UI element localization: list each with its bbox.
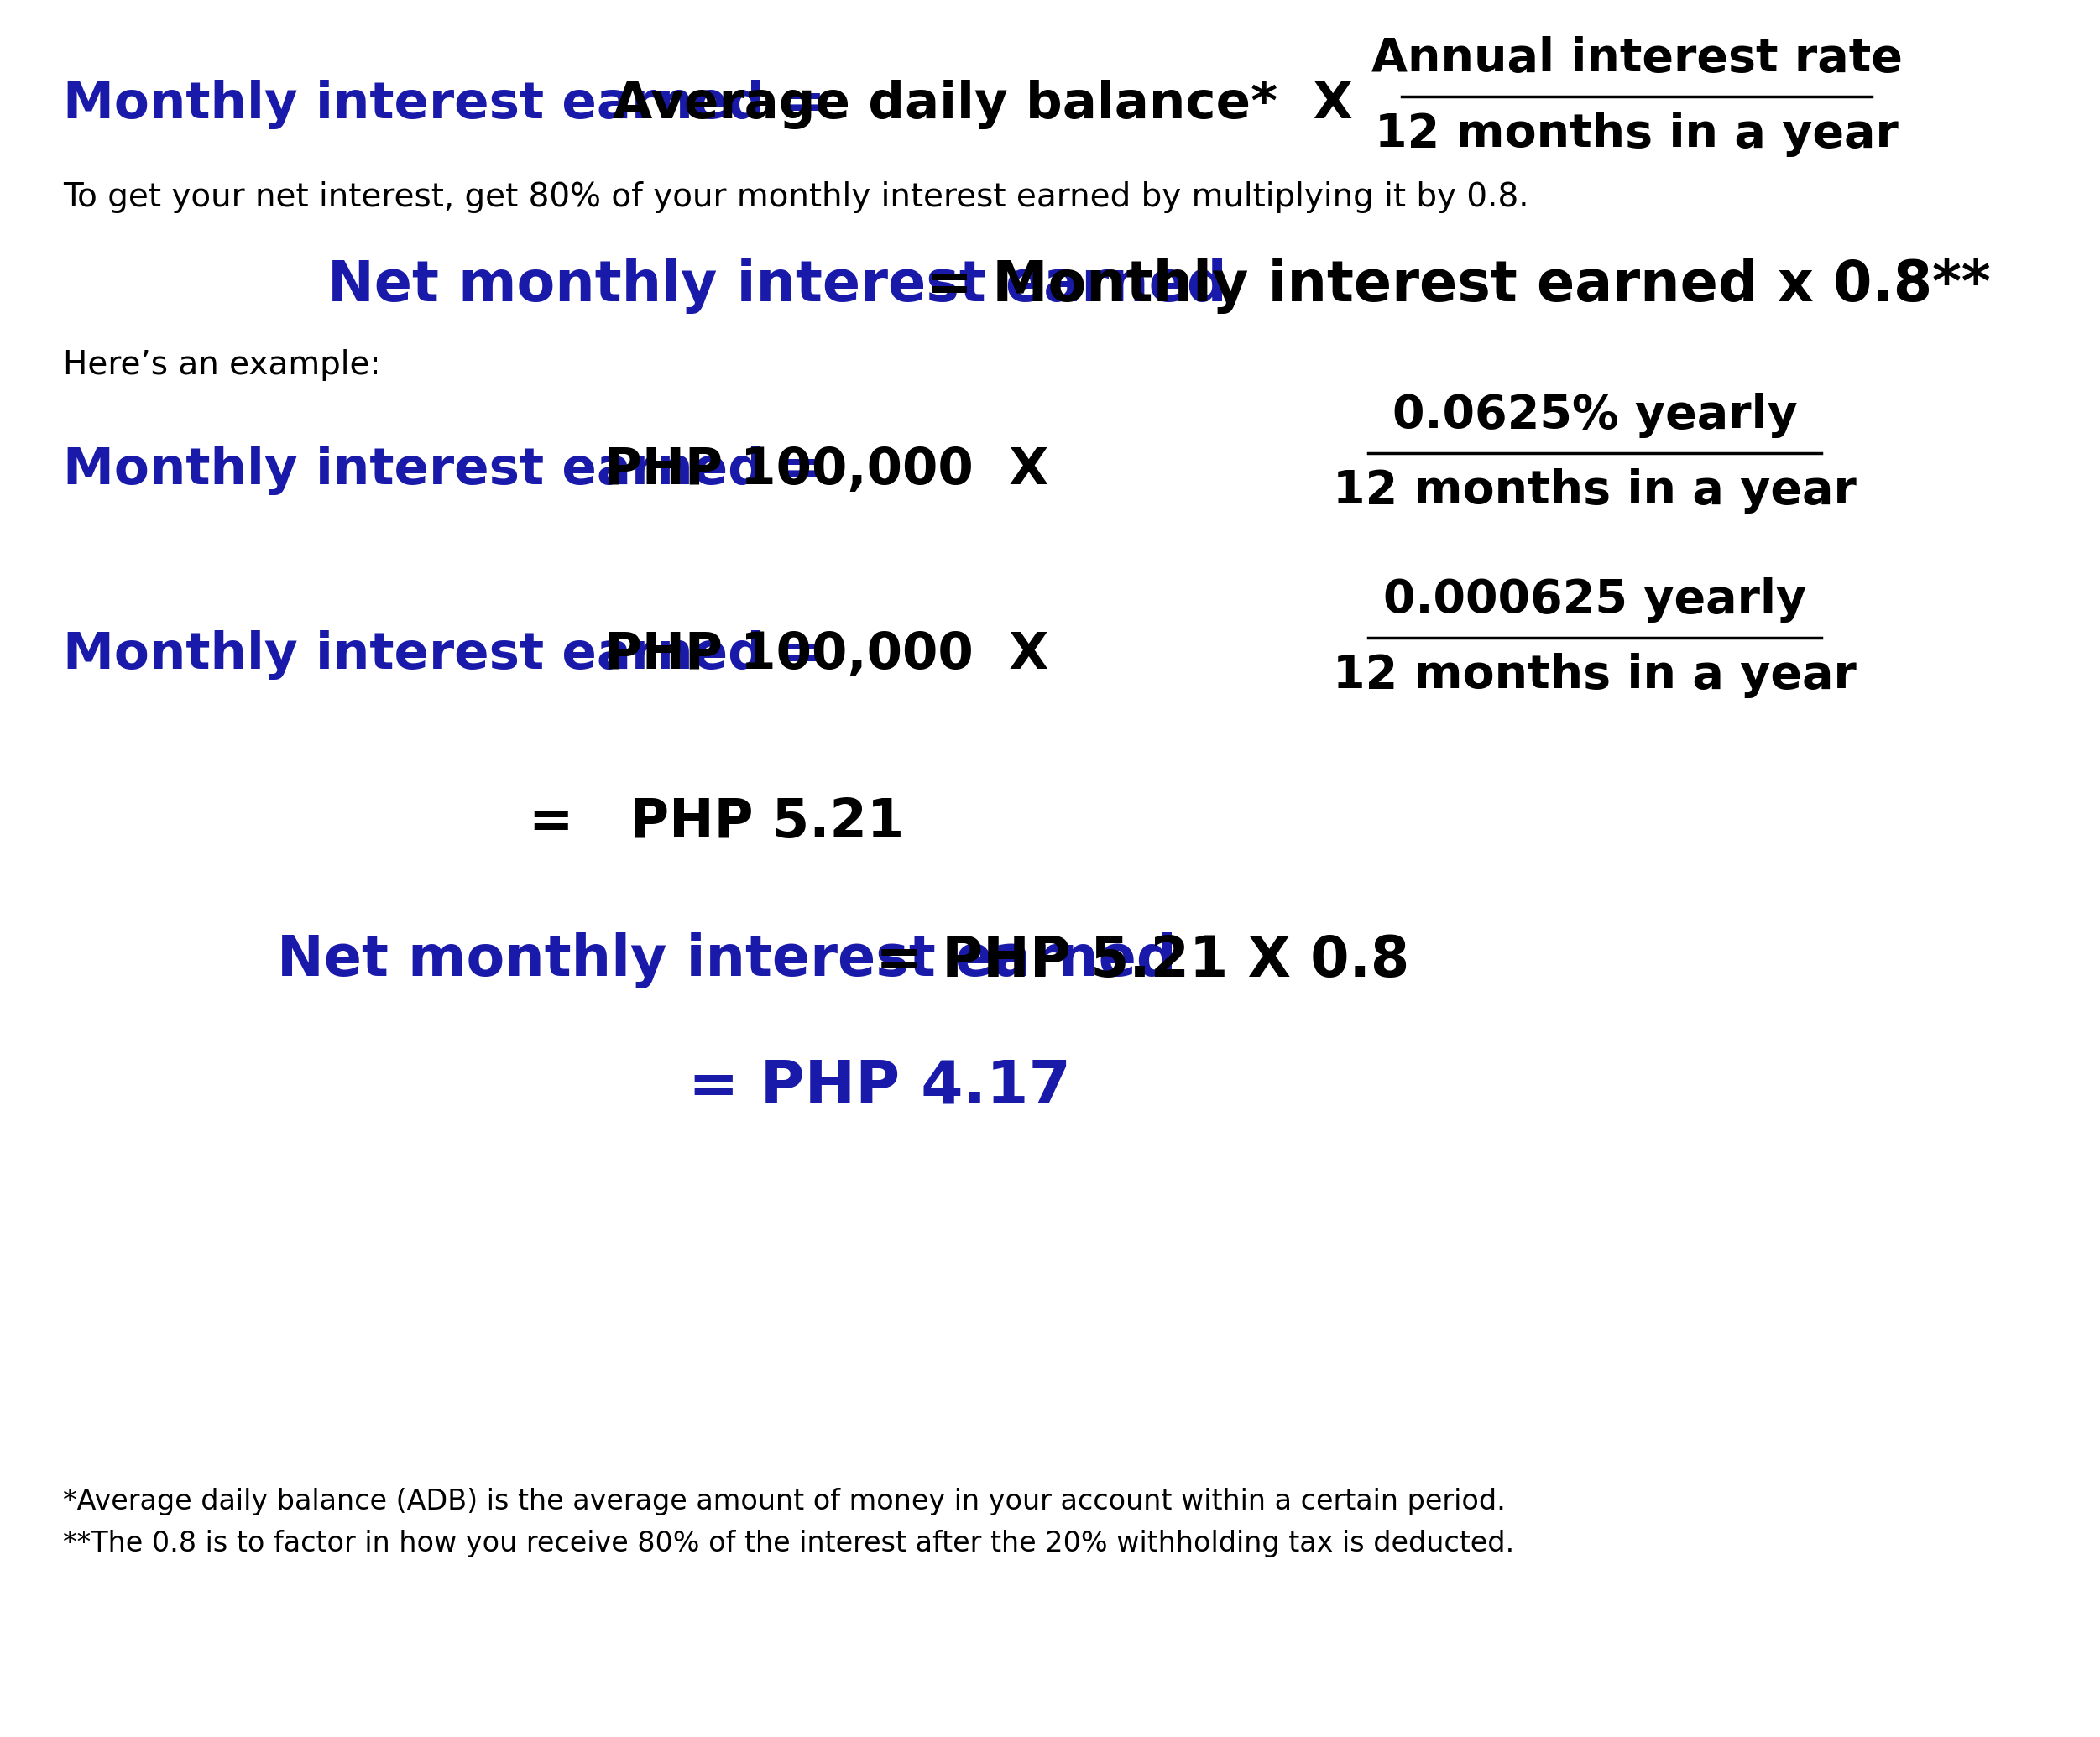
Text: PHP 100,000  X: PHP 100,000 X [605, 631, 1048, 679]
Text: Net monthly interest earned: Net monthly interest earned [277, 933, 1176, 988]
Text: 12 months in a year: 12 months in a year [1334, 653, 1856, 698]
Text: PHP 100,000  X: PHP 100,000 X [605, 445, 1048, 495]
Text: 0.000625 yearly: 0.000625 yearly [1384, 577, 1806, 622]
Text: Monthly interest earned =: Monthly interest earned = [63, 80, 825, 130]
Text: Annual interest rate: Annual interest rate [1371, 36, 1903, 82]
Text: 0.0625% yearly: 0.0625% yearly [1392, 393, 1798, 438]
Text: 12 months in a year: 12 months in a year [1376, 111, 1898, 156]
Text: Net monthly interest earned: Net monthly interest earned [328, 257, 1226, 313]
Text: = Monthly interest earned x 0.8**: = Monthly interest earned x 0.8** [907, 257, 1991, 313]
Text: Here’s an example:: Here’s an example: [63, 349, 380, 380]
Text: Monthly interest earned =: Monthly interest earned = [63, 445, 825, 495]
Text: 12 months in a year: 12 months in a year [1334, 469, 1856, 514]
Text: To get your net interest, get 80% of your monthly interest earned by multiplying: To get your net interest, get 80% of you… [63, 181, 1529, 214]
Text: Monthly interest earned =: Monthly interest earned = [63, 631, 825, 679]
Text: = PHP 5.21 X 0.8: = PHP 5.21 X 0.8 [857, 933, 1409, 988]
Text: Average daily balance*  X: Average daily balance* X [613, 80, 1352, 130]
Text: =   PHP 5.21: = PHP 5.21 [529, 796, 905, 848]
Text: **The 0.8 is to factor in how you receive 80% of the interest after the 20% with: **The 0.8 is to factor in how you receiv… [63, 1530, 1514, 1558]
Text: = PHP 4.17: = PHP 4.17 [689, 1058, 1071, 1115]
Text: *Average daily balance (ADB) is the average amount of money in your account with: *Average daily balance (ADB) is the aver… [63, 1489, 1506, 1516]
